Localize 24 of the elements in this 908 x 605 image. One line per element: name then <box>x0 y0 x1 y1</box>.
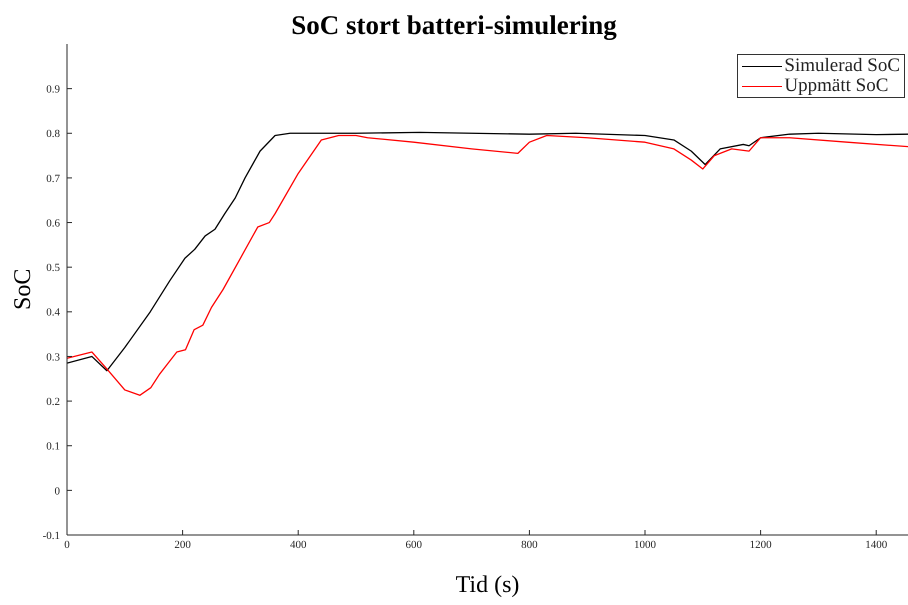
chart-title: SoC stort batteri-simulering <box>290 10 618 41</box>
y-tick-label: 0.4 <box>46 306 60 319</box>
x-tick-label: 400 <box>290 538 307 551</box>
x-tick-label: 800 <box>521 538 538 551</box>
x-tick-label: 1200 <box>750 538 772 551</box>
x-tick-label: 200 <box>174 538 192 551</box>
y-tick-label: 0.2 <box>46 396 60 408</box>
x-axis-title: Tid (s) <box>454 572 520 599</box>
y-tick-label: 0.9 <box>46 84 60 96</box>
legend-label: Simulerad SoC <box>784 55 900 76</box>
y-tick-label: 0.8 <box>46 128 60 140</box>
y-tick-label: 0.3 <box>46 351 60 364</box>
y-tick-label: 0.6 <box>46 217 60 230</box>
y-tick-label: 0.5 <box>46 262 60 274</box>
x-tick-label: 0 <box>64 538 70 551</box>
y-tick-label: 0.7 <box>46 172 60 185</box>
y-tick-label: -0.1 <box>42 530 60 542</box>
legend-label: Uppmätt SoC <box>784 75 888 96</box>
y-tick-label: 0 <box>54 485 60 498</box>
x-tick-label: 1000 <box>634 538 657 551</box>
x-tick-label: 1400 <box>865 538 888 551</box>
x-tick-label: 600 <box>406 538 423 551</box>
y-tick-label: 0.1 <box>46 440 60 453</box>
y-axis-title: SoC <box>10 268 37 310</box>
